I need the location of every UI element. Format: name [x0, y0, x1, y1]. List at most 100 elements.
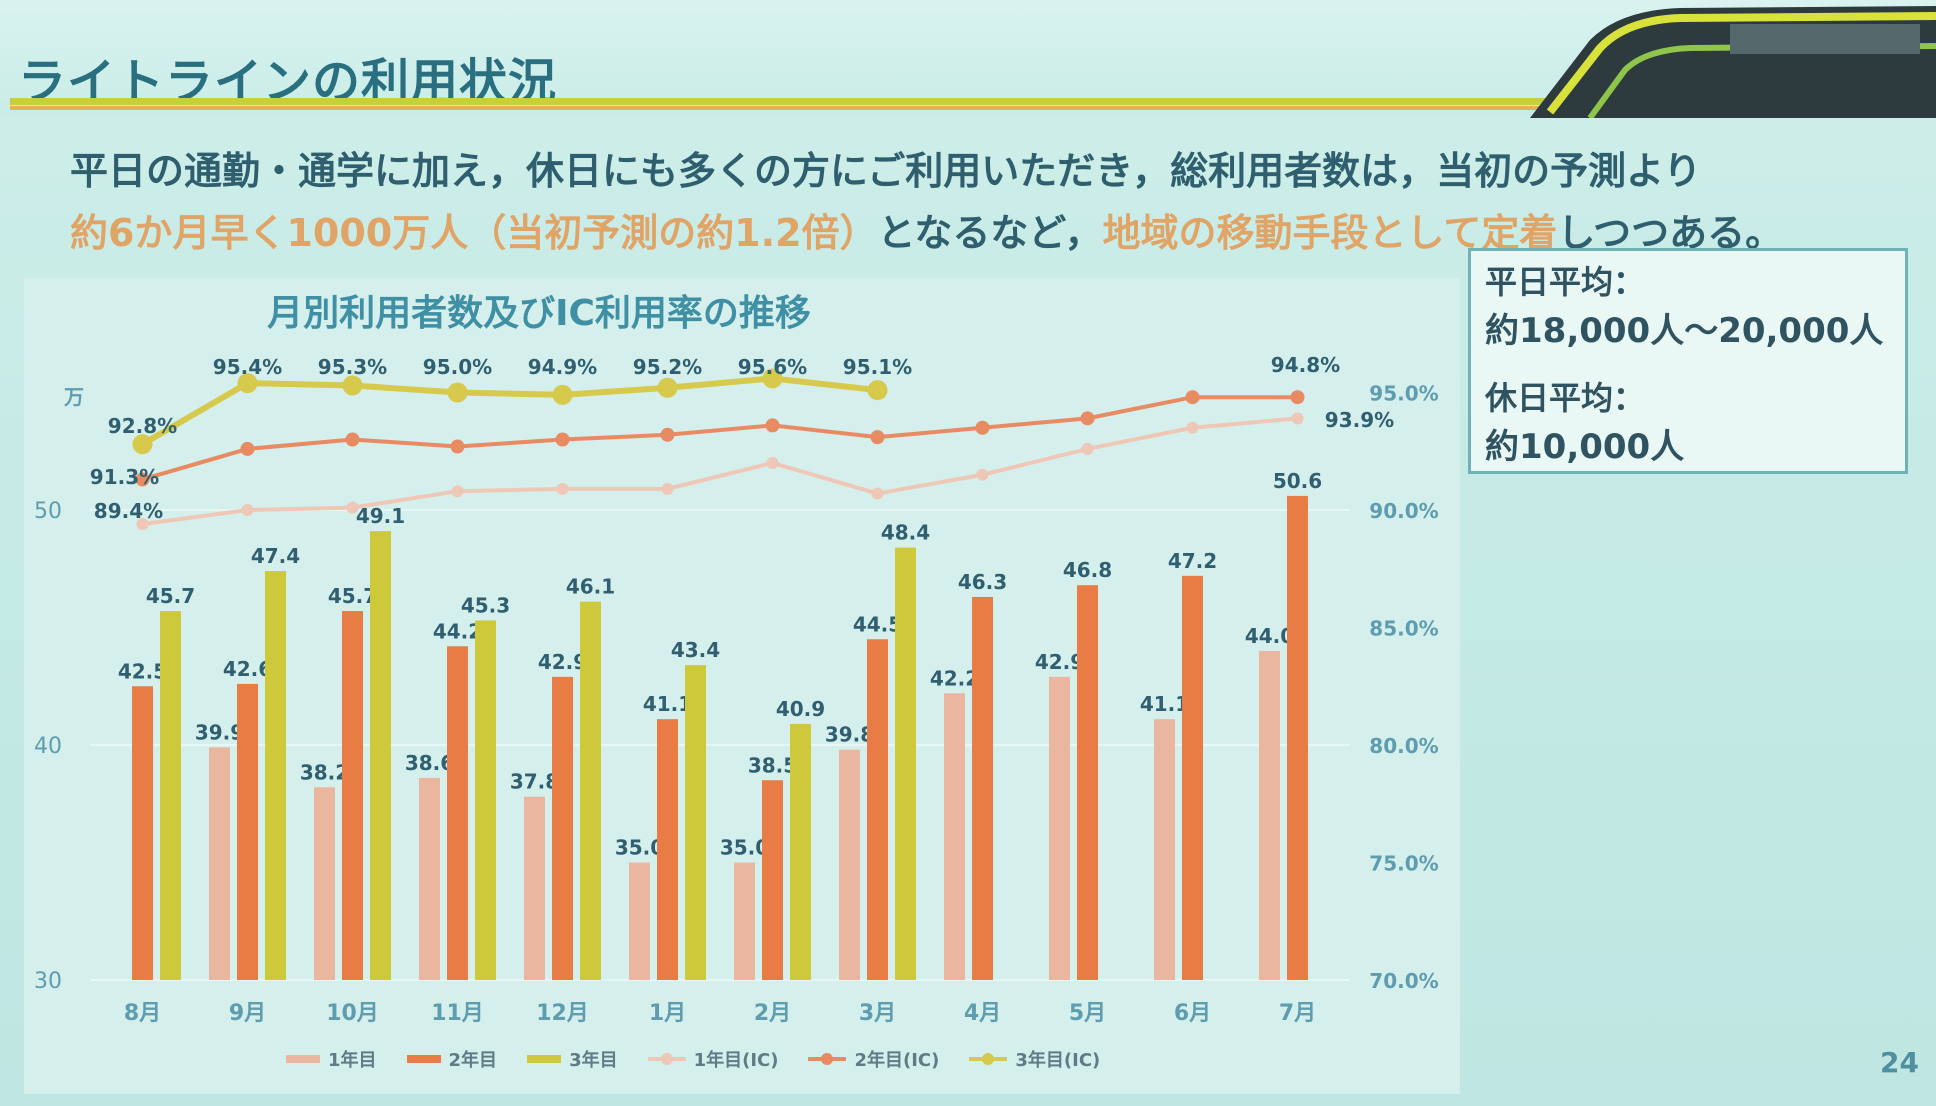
point-1年目(IC)-10月: [346, 501, 359, 514]
bar-3年目-1月: [685, 665, 706, 980]
bar-value-label: 42.5: [118, 659, 167, 683]
point-2年目(IC)-7月: [1290, 390, 1305, 405]
line-2年目(IC): [141, 395, 1298, 482]
bar-1年目-4月: [944, 693, 965, 980]
bar-value-label: 39.8: [825, 723, 874, 747]
ic-rate-label: 94.9%: [528, 355, 597, 379]
holiday-average-value: 約10,000人: [1485, 427, 1685, 467]
y2-tick-label: 90.0%: [1369, 499, 1438, 523]
bar-value-label: 39.9: [195, 720, 244, 744]
bar-3年目-2月: [790, 723, 811, 980]
ic-rate-label: 95.4%: [213, 355, 282, 379]
bar-3年目-11月: [475, 620, 496, 980]
legend-label: 1年目: [328, 1050, 377, 1071]
point-1年目(IC)-5月: [1081, 442, 1094, 455]
point-2年目(IC)-3月: [870, 430, 885, 445]
line-1年目(IC): [142, 416, 1298, 527]
bar-value-label: 49.1: [356, 504, 405, 528]
x-tick-label: 12月: [536, 1001, 589, 1026]
bar-2年目-2月: [762, 780, 783, 980]
point-2年目(IC)-9月: [240, 441, 255, 456]
bar-value-label: 38.5: [748, 753, 797, 777]
point-2年目(IC)-5月: [1080, 411, 1095, 426]
bar-3年目-9月: [265, 571, 286, 980]
point-3年目(IC)-8月: [132, 434, 153, 455]
point-2年目(IC)-6月: [1185, 390, 1200, 405]
bar-value-label: 45.7: [328, 584, 377, 608]
bar-value-label: 38.2: [300, 760, 349, 784]
title-stripe: [10, 98, 1570, 105]
point-2年目(IC)-11月: [450, 439, 465, 454]
point-1年目(IC)-11月: [451, 485, 464, 498]
ic-rate-label: 95.1%: [843, 355, 912, 379]
bar-value-label: 44.2: [433, 619, 482, 643]
ic-rate-label: 95.6%: [738, 355, 807, 379]
point-2年目(IC)-10月: [345, 432, 360, 447]
y-unit-label: 万: [63, 385, 84, 409]
ic-rate-label: 94.8%: [1271, 353, 1340, 377]
bar-1年目-10月: [314, 787, 335, 980]
legend-label: 1年目(IC): [693, 1050, 779, 1071]
legend-item: 1年目(IC): [647, 1046, 779, 1072]
title-stripe-accent: [10, 106, 1570, 110]
ic-rate-label: 89.4%: [94, 499, 163, 523]
y-tick-label: 40: [34, 734, 62, 759]
bar-2年目-11月: [447, 646, 468, 980]
y2-tick-label: 70.0%: [1369, 969, 1438, 993]
bar-1年目-7月: [1259, 651, 1280, 980]
bar-3年目-10月: [370, 531, 391, 980]
bar-2年目-1月: [657, 719, 678, 980]
bar-value-label: 47.4: [251, 544, 300, 568]
legend-item: 3年目(IC): [969, 1046, 1100, 1072]
holiday-average-label: 休日平均：: [1485, 379, 1646, 417]
tram-illustration: [1530, 6, 1936, 118]
point-1年目(IC)-1月: [661, 482, 674, 495]
x-tick-label: 9月: [229, 1001, 266, 1026]
legend-item: 2年目: [406, 1046, 498, 1072]
y2-tick-label: 95.0%: [1369, 382, 1438, 406]
point-3年目(IC)-11月: [447, 382, 468, 403]
point-1年目(IC)-12月: [556, 482, 569, 495]
point-1年目(IC)-3月: [871, 487, 884, 500]
ic-rate-label: 93.9%: [1325, 408, 1394, 432]
bar-value-label: 40.9: [776, 697, 825, 721]
x-tick-label: 2月: [754, 1001, 791, 1026]
ic-rate-label: 92.8%: [108, 414, 177, 438]
point-1年目(IC)-4月: [976, 468, 989, 481]
x-tick-label: 8月: [124, 1001, 161, 1026]
bar-1年目-9月: [209, 747, 230, 980]
point-3年目(IC)-10月: [342, 375, 363, 396]
bar-1年目-12月: [524, 796, 545, 980]
point-2年目(IC)-1月: [660, 427, 675, 442]
bar-value-label: 42.9: [1035, 650, 1084, 674]
x-tick-label: 5月: [1069, 1001, 1106, 1026]
chart-title: 月別利用者数及びIC利用率の推移: [267, 293, 811, 334]
legend-swatch: [286, 1055, 320, 1063]
bar-value-label: 41.1: [1140, 692, 1189, 716]
bar-1年目-6月: [1154, 719, 1175, 980]
point-1年目(IC)-2月: [766, 457, 779, 469]
x-tick-label: 10月: [326, 1001, 379, 1026]
bar-value-label: 45.3: [461, 593, 510, 617]
bar-1年目-5月: [1049, 676, 1070, 980]
legend-line: [647, 1053, 686, 1065]
point-3年目(IC)-1月: [657, 377, 678, 398]
bar-value-label: 46.8: [1063, 558, 1112, 582]
x-tick-label: 4月: [964, 1001, 1001, 1026]
bar-1年目-2月: [734, 862, 755, 980]
bar-value-label: 35.0: [720, 836, 769, 860]
x-tick-label: 7月: [1279, 1001, 1316, 1026]
bar-value-label: 47.2: [1168, 549, 1217, 573]
bar-value-label: 46.1: [566, 575, 615, 599]
legend-label: 2年目: [448, 1050, 498, 1071]
bar-2年目-5月: [1077, 585, 1098, 980]
bar-value-label: 38.6: [405, 751, 454, 775]
ic-rate-label: 95.0%: [423, 355, 492, 379]
x-tick-label: 3月: [859, 1001, 896, 1026]
y-tick-label: 50: [34, 499, 62, 524]
bar-2年目-9月: [237, 683, 258, 980]
point-1年目(IC)-6月: [1186, 421, 1199, 434]
bar-3年目-12月: [580, 601, 601, 980]
ic-rate-label: 95.3%: [318, 355, 387, 379]
